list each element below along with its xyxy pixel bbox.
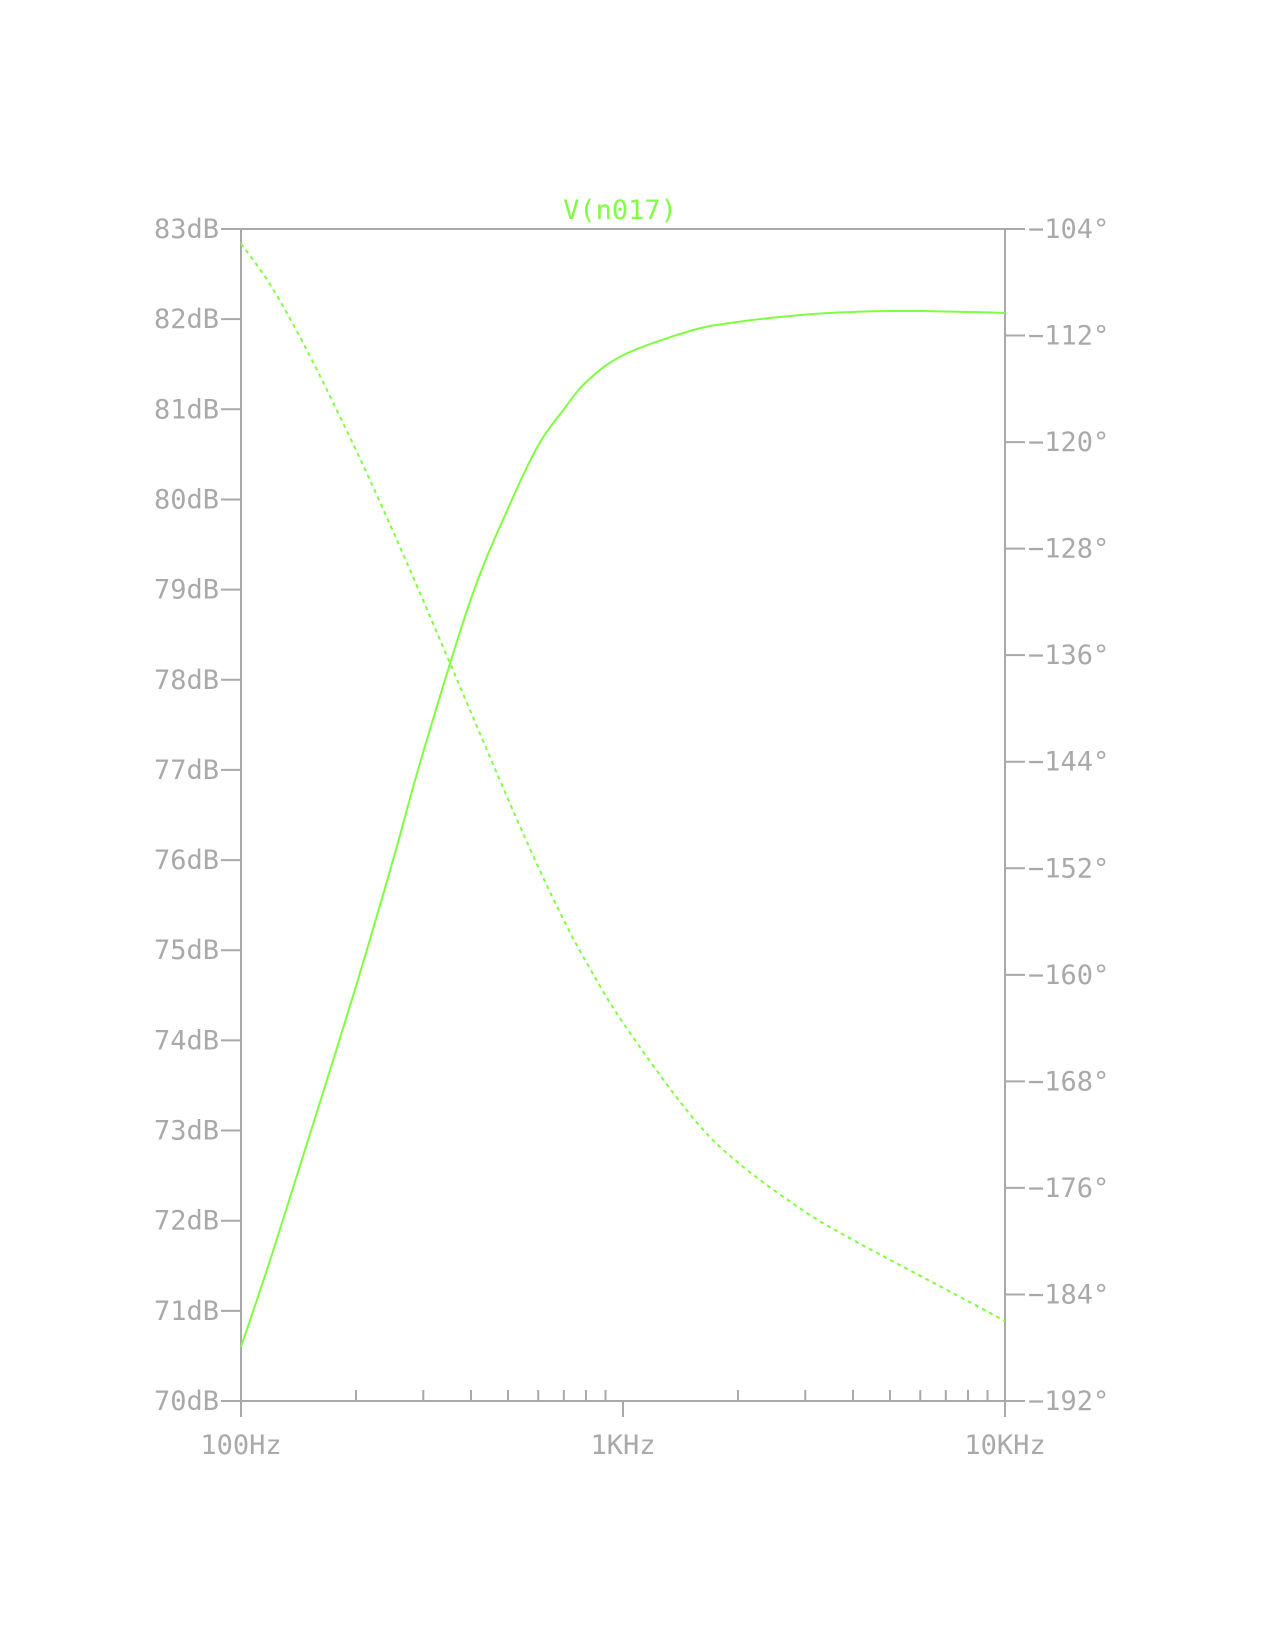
right-axis-tick-label: −104° [1028, 214, 1109, 245]
left-axis-tick-label: 73dB [154, 1116, 219, 1147]
left-axis-tick-label: 71dB [154, 1296, 219, 1327]
right-axis-tick-label: −112° [1028, 321, 1109, 352]
x-axis-tick-label: 100Hz [200, 1430, 281, 1461]
left-axis-tick-label: 83dB [154, 214, 219, 245]
x-axis-tick-label: 1KHz [590, 1430, 655, 1461]
right-axis-tick-label: −176° [1028, 1173, 1109, 1204]
left-axis-tick-label: 74dB [154, 1025, 219, 1056]
chart-title: V(n017) [563, 195, 677, 226]
magnitude-trace [240, 309, 1006, 1348]
phase-trace [240, 243, 1006, 1322]
left-axis-tick-label: 81dB [154, 394, 219, 425]
plot-traces [240, 243, 1006, 1348]
left-axis-tick-label: 79dB [154, 575, 219, 606]
left-axis-tick-label: 72dB [154, 1206, 219, 1237]
plot-axes: 70dB 71dB 72dB 73dB 74dB 75dB 76dB 77dB 78dB 79dB… [154, 214, 1109, 1461]
right-axis-tick-label: −144° [1028, 747, 1109, 778]
left-axis-tick-label: 76dB [154, 845, 219, 876]
left-axis-tick-label: 80dB [154, 484, 219, 515]
right-axis-tick-label: −168° [1028, 1066, 1109, 1097]
left-axis-tick-label: 77dB [154, 755, 219, 786]
right-axis-tick-label: −192° [1028, 1386, 1109, 1417]
left-axis-tick-label: 70dB [154, 1386, 219, 1417]
right-axis-tick-label: −184° [1028, 1279, 1109, 1310]
right-axis-tick-label: −128° [1028, 534, 1109, 565]
left-axis-tick-label: 78dB [154, 665, 219, 696]
x-axis-tick-label: 10KHz [964, 1430, 1045, 1461]
right-axis-tick-label: −136° [1028, 640, 1109, 671]
right-axis-tick-label: −160° [1028, 960, 1109, 991]
right-axis-tick-label: −120° [1028, 427, 1109, 458]
left-axis-tick-label: 82dB [154, 304, 219, 335]
left-axis-tick-label: 75dB [154, 935, 219, 966]
right-axis-tick-label: −152° [1028, 853, 1109, 884]
